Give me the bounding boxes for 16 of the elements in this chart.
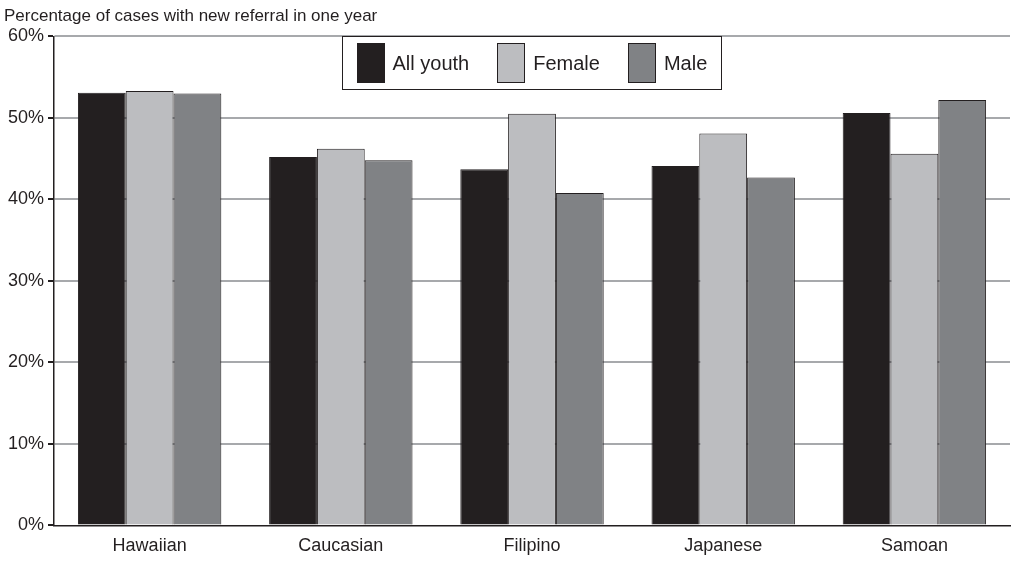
- y-tick-label: 50%: [8, 106, 45, 127]
- legend-label: Female: [533, 51, 600, 75]
- y-tick-label: 30%: [8, 269, 45, 290]
- y-tick-label: 60%: [8, 25, 45, 46]
- x-tick-label: Samoan: [880, 535, 948, 556]
- y-tick-label: 40%: [8, 188, 45, 209]
- y-tick-label: 20%: [8, 351, 45, 372]
- legend-label: All youth: [392, 51, 470, 75]
- y-tick-label: 10%: [8, 432, 45, 453]
- chart-title: Percentage of cases with new referral in one year: [4, 5, 378, 25]
- x-tick-label: Hawaiian: [112, 535, 187, 556]
- legend-label: Male: [663, 51, 708, 75]
- x-tick-label: Caucasian: [298, 535, 384, 556]
- y-tick-label: 0%: [18, 514, 45, 535]
- x-tick-label: Filipino: [503, 535, 561, 556]
- x-tick-label: Japanese: [684, 535, 763, 556]
